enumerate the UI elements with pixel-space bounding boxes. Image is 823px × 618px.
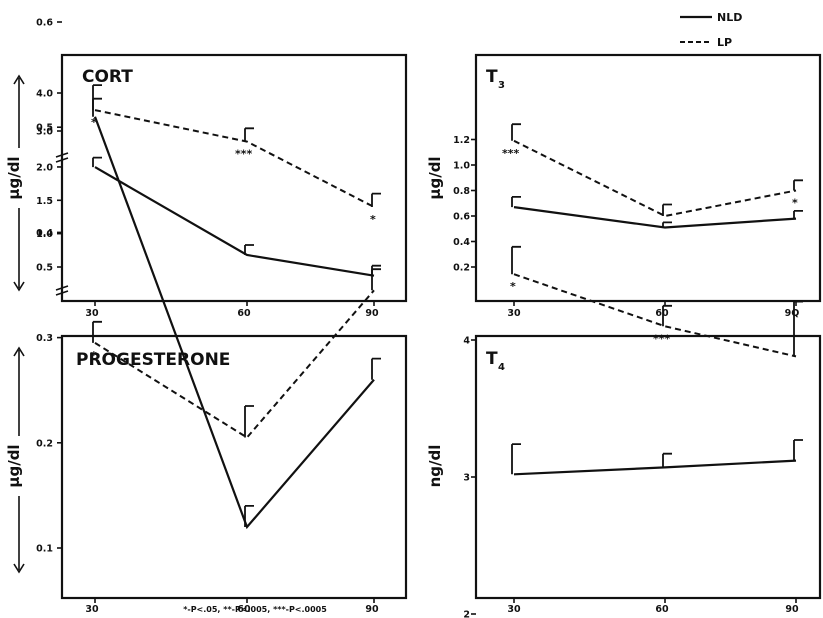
progesterone-series-nld-errorbar-1 bbox=[244, 505, 254, 527]
progesterone-ytick-label-3: 0.4 bbox=[36, 228, 53, 239]
t3-series-nld-errorbar-0 bbox=[511, 196, 521, 208]
t4-series-nld-errorbar-1 bbox=[662, 452, 672, 468]
t4-xtick-label-1: 60 bbox=[655, 604, 669, 615]
t3-series-nld-line bbox=[513, 206, 797, 229]
t3-ytick-label-0: 0.2 bbox=[453, 263, 470, 274]
panel-t4-frame bbox=[474, 334, 822, 600]
t3-series-lp-errorbar-1 bbox=[662, 203, 672, 216]
cort-series-nld-errorbar-2 bbox=[371, 264, 381, 276]
svg-text:4: 4 bbox=[498, 362, 505, 373]
cort-series-lp-errorbar-2 bbox=[371, 192, 381, 207]
cort-xtick-label-2: 90 bbox=[365, 308, 379, 319]
t4-xtick-label-0: 30 bbox=[507, 604, 521, 615]
progesterone-ytick-label-2: 0.3 bbox=[36, 333, 53, 344]
panel-cort-title: CORT bbox=[82, 67, 133, 87]
panel-progesterone-title: PROGESTERONE bbox=[76, 350, 230, 370]
cort-significance-1: *** bbox=[235, 148, 253, 161]
cort-axis-arrow bbox=[13, 74, 25, 292]
cort-significance-2: * bbox=[370, 213, 376, 226]
panel-t4-title: T 4 bbox=[486, 349, 505, 373]
cort-ytick-label-1: 1.0 bbox=[36, 229, 53, 240]
t4-ytick-label-2: 4 bbox=[463, 336, 470, 347]
panel-t3-title: T 3 bbox=[486, 67, 505, 91]
progesterone-series-lp-errorbar-2 bbox=[371, 268, 381, 291]
svg-text:T: T bbox=[486, 67, 498, 87]
t3-significance-0: *** bbox=[502, 147, 520, 160]
t3-series-lp-line bbox=[513, 139, 797, 218]
progesterone-xtick-label-1: 60 bbox=[237, 604, 251, 615]
panel-t3-ylabel: μg/dl bbox=[426, 156, 444, 199]
footnote: *-P<.05, **-P<.005, ***-P<.0005 bbox=[183, 605, 327, 614]
cort-ytick-label-5: 4.0 bbox=[36, 89, 53, 100]
cort-ytick-label-2: 1.5 bbox=[36, 196, 53, 207]
progesterone-ytick-label-0: 0.1 bbox=[36, 544, 53, 555]
panel-t3-frame bbox=[474, 53, 822, 303]
t4-xtick-label-2: 90 bbox=[785, 604, 799, 615]
t3-ytick-label-3: 0.8 bbox=[453, 186, 470, 197]
t3-ytick-label-2: 0.6 bbox=[453, 212, 470, 223]
t3-ytick-label-1: 0.4 bbox=[453, 237, 470, 248]
cort-series-lp-errorbar-0 bbox=[92, 97, 102, 111]
progesterone-xtick-label-2: 90 bbox=[365, 604, 379, 615]
progesterone-ytick-label-1: 0.2 bbox=[36, 438, 53, 449]
progesterone-series-nld-errorbar-0 bbox=[92, 84, 102, 117]
progesterone-series-lp-errorbar-0 bbox=[92, 320, 102, 343]
t4-significance-0: * bbox=[510, 280, 516, 293]
t4-series-lp-errorbar-1 bbox=[662, 304, 672, 327]
t4-ytick-label-0: 2 bbox=[463, 610, 470, 618]
progesterone-series-lp-errorbar-1 bbox=[244, 405, 254, 438]
t3-ytick-label-4: 1.0 bbox=[453, 161, 470, 172]
cort-xtick-label-1: 60 bbox=[237, 308, 251, 319]
t3-series-lp-errorbar-2 bbox=[793, 179, 803, 191]
progesterone-series-nld-errorbar-2 bbox=[371, 357, 381, 380]
panel-cort-ylabel: μg/dl bbox=[5, 156, 23, 199]
cort-axis-break bbox=[55, 152, 69, 296]
cort-ytick-label-3: 2.0 bbox=[36, 162, 53, 173]
t3-series-nld-errorbar-1 bbox=[662, 221, 672, 228]
panel-cort-frame bbox=[60, 53, 408, 303]
progesterone-significance-0: * bbox=[91, 349, 97, 362]
legend-nld-label: NLD bbox=[717, 11, 742, 24]
cort-series-lp-errorbar-1 bbox=[244, 127, 254, 142]
legend-lp-label: LP bbox=[717, 36, 732, 49]
progesterone-xtick-label-0: 30 bbox=[85, 604, 99, 615]
progesterone-ytick-label-4: 0.5 bbox=[36, 123, 53, 134]
progesterone-ytick-label-5: 0.6 bbox=[36, 18, 53, 29]
progesterone-axis-arrow bbox=[13, 346, 25, 574]
cort-xtick-label-0: 30 bbox=[85, 308, 99, 319]
t4-series-nld-line bbox=[513, 459, 797, 476]
t4-series-lp-line bbox=[513, 273, 797, 358]
t3-series-lp-errorbar-0 bbox=[511, 123, 521, 141]
progesterone-series-nld-line bbox=[93, 116, 375, 530]
svg-text:T: T bbox=[486, 349, 498, 369]
t3-xtick-label-0: 30 bbox=[507, 308, 521, 319]
t3-significance-2: * bbox=[792, 197, 798, 210]
panel-progesterone-ylabel: μg/dl bbox=[5, 444, 23, 487]
t4-ytick-label-1: 3 bbox=[463, 473, 470, 484]
cort-series-nld-line bbox=[94, 166, 375, 277]
cort-series-lp-line bbox=[94, 109, 375, 208]
t4-series-lp-errorbar-0 bbox=[511, 245, 521, 275]
panel-progesterone-frame bbox=[60, 334, 408, 600]
t3-series-nld-errorbar-2 bbox=[793, 210, 803, 219]
svg-text:3: 3 bbox=[498, 80, 505, 91]
cort-series-nld-errorbar-1 bbox=[244, 244, 254, 255]
t3-ytick-label-5: 1.2 bbox=[453, 135, 470, 146]
t4-series-lp-errorbar-2 bbox=[793, 300, 803, 357]
legend: NLD LP bbox=[680, 11, 742, 49]
plots: 0.51.01.52.03.04.030 60 90*****0.20.40.60.… bbox=[36, 18, 803, 618]
panel-t4-ylabel: ng/dl bbox=[426, 445, 444, 488]
t4-series-nld-errorbar-0 bbox=[511, 443, 521, 475]
cort-ytick-label-4: 3.0 bbox=[36, 127, 53, 138]
cort-series-nld-errorbar-0 bbox=[92, 156, 102, 168]
cort-ytick-label-0: 0.5 bbox=[36, 263, 53, 274]
cort-significance-0: * bbox=[91, 116, 97, 129]
t4-significance-1: *** bbox=[653, 332, 671, 345]
t3-xtick-label-2: 9Q bbox=[785, 308, 800, 319]
t4-series-nld-errorbar-2 bbox=[793, 439, 803, 461]
